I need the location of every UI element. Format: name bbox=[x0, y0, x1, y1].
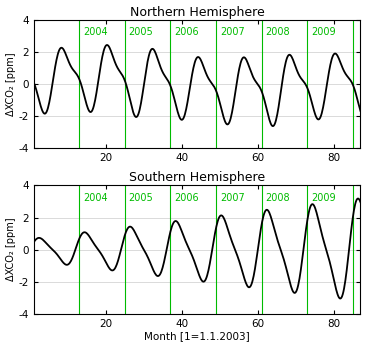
Text: 2004: 2004 bbox=[83, 193, 108, 203]
Text: 2005: 2005 bbox=[128, 27, 153, 37]
Text: 2004: 2004 bbox=[83, 27, 108, 37]
Title: Northern Hemisphere: Northern Hemisphere bbox=[130, 6, 264, 18]
Text: 2007: 2007 bbox=[220, 193, 244, 203]
X-axis label: Month [1=1.1.2003]: Month [1=1.1.2003] bbox=[144, 331, 250, 341]
Y-axis label: ΔXCO₂ [ppm]: ΔXCO₂ [ppm] bbox=[5, 52, 16, 116]
Text: 2009: 2009 bbox=[311, 193, 336, 203]
Text: 2005: 2005 bbox=[128, 193, 153, 203]
Text: 2007: 2007 bbox=[220, 27, 244, 37]
Text: 2008: 2008 bbox=[265, 27, 290, 37]
Text: 2006: 2006 bbox=[174, 27, 199, 37]
Text: 2006: 2006 bbox=[174, 193, 199, 203]
Text: 2008: 2008 bbox=[265, 193, 290, 203]
Text: 2009: 2009 bbox=[311, 27, 336, 37]
Title: Southern Hemisphere: Southern Hemisphere bbox=[129, 171, 265, 184]
Y-axis label: ΔXCO₂ [ppm]: ΔXCO₂ [ppm] bbox=[5, 218, 16, 281]
